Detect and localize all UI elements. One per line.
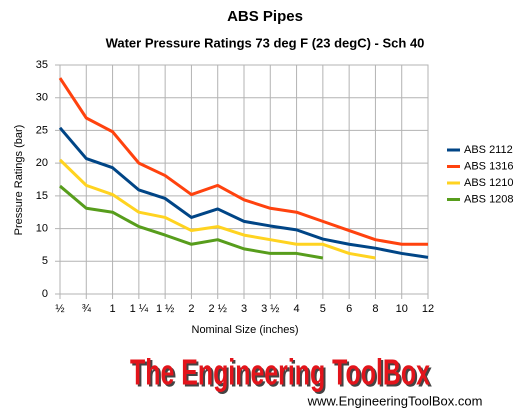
x-tick-label: 3 (241, 303, 247, 315)
x-tick-label: 5 (320, 303, 326, 315)
y-tick-label: 15 (36, 190, 48, 202)
x-tick-label: 2 ½ (209, 303, 227, 315)
x-tick-label: 4 (294, 303, 300, 315)
y-tick-label: 25 (36, 124, 48, 136)
y-tick-label: 10 (36, 222, 48, 234)
x-tick-label: 3 ½ (261, 303, 279, 315)
legend-label: ABS 1210 (464, 177, 514, 189)
x-axis-label: Nominal Size (inches) (192, 324, 299, 336)
x-tick-label: 6 (346, 303, 352, 315)
y-tick-label: 30 (36, 92, 48, 104)
x-tick-label: 8 (372, 303, 378, 315)
line (58, 77, 428, 246)
x-tick-label: ½ (55, 303, 64, 315)
line (59, 184, 324, 260)
x-tick-label: 12 (422, 303, 434, 315)
chart-subtitle: Water Pressure Ratings 73 deg F (23 degC… (106, 35, 425, 50)
y-tick-label: 0 (42, 288, 48, 300)
x-tick-label: 1 ¼ (130, 303, 149, 315)
chart-title: ABS Pipes (227, 8, 303, 25)
y-tick-label: 20 (36, 157, 48, 169)
x-tick-label: ¾ (82, 303, 92, 315)
x-tick-label: 2 (188, 303, 194, 315)
x-tick-label: 1 ½ (156, 303, 174, 315)
legend-label: ABS 2112 (464, 144, 513, 156)
y-axis-label: Pressure Ratings (bar) (13, 125, 25, 236)
y-tick-label: 5 (42, 255, 48, 267)
x-tick-label: 1 (110, 303, 116, 315)
line (58, 158, 376, 260)
legend-label: ABS 1208 (464, 193, 514, 205)
logo: The Engineering ToolBox (130, 352, 430, 393)
line (58, 126, 429, 259)
legend-label: ABS 1316 (464, 160, 514, 172)
url: www.EngineeringToolBox.com (307, 393, 483, 408)
x-tick-label: 10 (396, 303, 408, 315)
y-tick-label: 35 (36, 59, 48, 71)
